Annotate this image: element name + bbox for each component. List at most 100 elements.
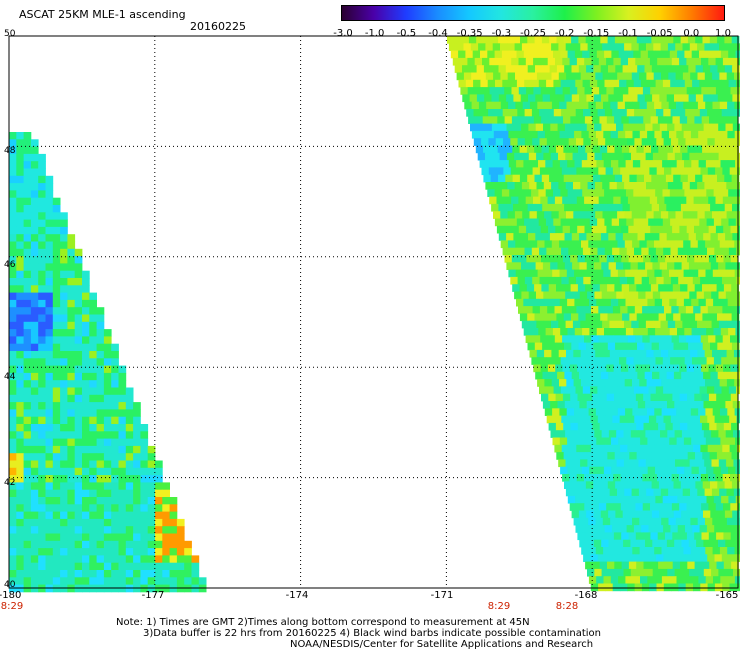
swath-cell	[140, 511, 149, 520]
swath-cell	[67, 453, 76, 461]
swath-cell	[52, 219, 61, 228]
swath-cell	[45, 453, 54, 461]
swath-cell	[732, 539, 740, 548]
swath-cell	[663, 276, 672, 285]
swath-cell	[581, 240, 589, 249]
swath-cell	[45, 497, 54, 505]
swath-cell	[572, 152, 581, 161]
swath-cell	[659, 401, 668, 409]
swath-cell	[460, 57, 468, 66]
swath-cell	[481, 138, 489, 146]
swath-cell	[514, 43, 523, 51]
swath-cell	[733, 291, 740, 300]
swath-cell	[9, 241, 17, 250]
swath-cell	[82, 285, 90, 293]
swath-cell	[38, 358, 46, 366]
swath-cell	[574, 328, 583, 336]
swath-cell	[731, 452, 740, 460]
swath-cell	[111, 540, 119, 549]
swath-cell	[558, 320, 566, 329]
time-label: 8:29	[0, 601, 24, 612]
swath-cell	[623, 262, 631, 270]
swath-cell	[493, 101, 502, 110]
swath-cell	[683, 576, 692, 584]
swath-cell	[118, 416, 127, 425]
swath-cell	[580, 488, 589, 497]
swath-cell	[52, 248, 61, 257]
swath-cell	[536, 182, 545, 190]
swath-cell	[711, 430, 719, 438]
swath-cell	[637, 123, 646, 132]
swath-cell	[583, 167, 592, 176]
swath-cell	[564, 371, 573, 380]
swath-cell	[620, 503, 629, 511]
swath-cell	[554, 415, 562, 424]
swath-cell	[9, 467, 17, 476]
swath-cell	[654, 547, 662, 555]
swath-cell	[559, 269, 568, 278]
swath-cell	[30, 139, 39, 147]
swath-cell	[103, 409, 112, 418]
swath-cell	[646, 101, 655, 110]
swath-cell	[646, 240, 655, 249]
swath-cell	[575, 415, 584, 424]
swath-cell	[702, 145, 710, 154]
swath-cell	[103, 497, 112, 505]
swath-cell	[82, 526, 90, 534]
swath-cell	[719, 211, 727, 219]
swath-cell	[652, 539, 660, 548]
swath-cell	[691, 437, 699, 446]
swath-cell	[539, 386, 547, 395]
swath-cell	[548, 145, 557, 154]
swath-cell	[693, 335, 702, 343]
swath-cell	[96, 482, 105, 491]
swath-cell	[670, 386, 679, 395]
swath-cell	[521, 320, 530, 329]
swath-cell	[140, 562, 149, 571]
swath-cell	[82, 475, 90, 483]
swath-cell	[700, 335, 709, 343]
swath-cell	[644, 313, 652, 322]
swath-cell	[629, 36, 638, 44]
swath-cell	[679, 116, 688, 124]
swath-cell	[574, 437, 583, 446]
swath-cell	[617, 379, 626, 387]
swath-cell	[542, 203, 550, 212]
swath-cell	[586, 233, 595, 241]
swath-cell	[662, 328, 671, 336]
swath-cell	[103, 526, 112, 534]
swath-cell	[38, 241, 46, 250]
swath-cell	[16, 365, 24, 374]
swath-cell	[549, 65, 558, 73]
swath-cell	[585, 481, 594, 489]
swath-cell	[169, 540, 178, 549]
swath-cell	[38, 416, 46, 425]
swath-cell	[569, 306, 577, 314]
swath-cell	[567, 50, 576, 59]
swath-cell	[604, 218, 613, 227]
swath-cell	[672, 116, 681, 124]
swath-cell	[721, 109, 730, 117]
swath-cell	[672, 87, 680, 95]
swath-cell	[541, 174, 550, 183]
swath-cell	[16, 190, 24, 199]
swath-cell	[52, 460, 61, 469]
swath-cell	[684, 160, 692, 168]
swath-cell	[674, 568, 683, 577]
swath-cell	[589, 437, 597, 446]
swath-cell	[518, 225, 527, 234]
swath-cell	[111, 394, 119, 403]
swath-cell	[45, 511, 54, 520]
swath-cell	[60, 438, 68, 447]
swath-cell	[546, 218, 554, 227]
swath-cell	[533, 255, 542, 263]
swath-cell	[712, 72, 720, 81]
swath-cell	[628, 561, 637, 570]
swath-cell	[616, 43, 625, 51]
swath-cell	[74, 460, 83, 469]
swath-cell	[699, 525, 708, 533]
swath-cell	[727, 101, 735, 110]
swath-cell	[600, 342, 609, 351]
swath-cell	[625, 298, 634, 307]
swath-cell	[661, 72, 669, 81]
